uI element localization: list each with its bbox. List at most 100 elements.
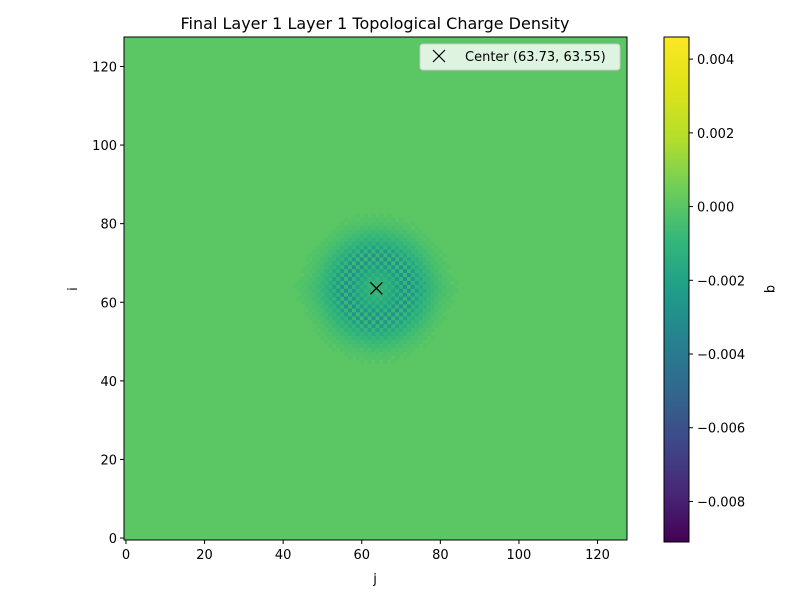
heatmap-cell xyxy=(328,319,333,325)
heatmap-cell xyxy=(403,308,408,313)
heatmap-cell xyxy=(414,260,420,266)
heatmap-cell xyxy=(379,257,384,262)
heatmap-cell xyxy=(375,292,380,297)
heatmap-cell xyxy=(403,312,408,317)
heatmap-cell xyxy=(351,268,357,274)
heatmap-cell xyxy=(347,355,353,360)
heatmap-cell xyxy=(379,304,384,309)
heatmap-cell xyxy=(395,347,400,352)
heatmap-cell xyxy=(359,221,365,226)
heatmap-cell xyxy=(414,288,420,293)
heatmap-cell xyxy=(344,335,349,340)
heatmap-cell xyxy=(387,272,392,278)
heatmap-cell xyxy=(367,327,372,333)
heatmap-cell xyxy=(328,288,333,293)
heatmap-cell xyxy=(442,272,447,278)
heatmap-cell xyxy=(391,221,396,226)
heatmap-cell xyxy=(351,296,357,301)
heatmap-cell xyxy=(399,327,404,333)
heatmap-cell xyxy=(391,257,396,262)
heatmap-cell xyxy=(359,233,365,238)
heatmap-cell xyxy=(367,347,372,352)
heatmap-cell xyxy=(347,253,353,258)
heatmap-cell xyxy=(403,280,408,285)
heatmap-cell xyxy=(363,339,368,344)
heatmap-cell xyxy=(355,225,361,230)
heatmap-cell xyxy=(359,351,365,356)
heatmap-cell xyxy=(367,351,372,356)
heatmap-cell xyxy=(395,268,400,274)
heatmap-cell xyxy=(442,308,447,313)
heatmap-cell xyxy=(383,288,388,293)
heatmap-cell xyxy=(344,343,349,348)
heatmap-cell xyxy=(336,343,341,348)
heatmap-cell xyxy=(351,272,357,278)
heatmap-cell xyxy=(367,319,372,325)
heatmap-cell xyxy=(296,288,302,293)
heatmap-cell xyxy=(403,233,408,238)
heatmap-cell xyxy=(328,268,333,274)
heatmap-cell xyxy=(324,257,329,262)
heatmap-cell xyxy=(426,241,431,246)
heatmap-cell xyxy=(391,331,396,336)
heatmap-cell xyxy=(312,253,317,258)
heatmap-cell xyxy=(320,284,325,289)
heatmap-cell xyxy=(347,268,353,274)
heatmap-cell xyxy=(438,300,443,305)
y-axis-label: i xyxy=(66,287,81,291)
heatmap-cell xyxy=(371,327,376,333)
heatmap-cell xyxy=(371,347,376,352)
heatmap-cell xyxy=(344,229,349,234)
heatmap-cell xyxy=(375,359,380,364)
heatmap-cell xyxy=(320,272,325,278)
heatmap-cell xyxy=(379,217,384,222)
heatmap-cell xyxy=(375,335,380,340)
heatmap-cell xyxy=(387,257,392,262)
heatmap-cell xyxy=(304,292,309,297)
heatmap-cell xyxy=(438,272,443,278)
heatmap-cell xyxy=(379,260,384,266)
heatmap-cell xyxy=(414,276,420,281)
heatmap-cell xyxy=(430,249,435,254)
heatmap-cell xyxy=(332,308,337,313)
heatmap-cell xyxy=(387,339,392,344)
heatmap-cell xyxy=(308,260,313,266)
heatmap-cell xyxy=(336,319,341,325)
heatmap-cell xyxy=(383,331,388,336)
heatmap-cell xyxy=(300,280,306,285)
heatmap-cell xyxy=(324,276,329,281)
heatmap-cell xyxy=(332,339,337,344)
heatmap-cell xyxy=(375,221,380,226)
heatmap-cell xyxy=(391,296,396,301)
heatmap-cell xyxy=(395,237,400,242)
heatmap-cell xyxy=(336,327,341,333)
heatmap-cell xyxy=(359,355,365,360)
heatmap-cell xyxy=(375,272,380,278)
heatmap-cell xyxy=(355,260,361,266)
heatmap-cell xyxy=(367,316,372,321)
heatmap-cell xyxy=(347,308,353,313)
heatmap-cell xyxy=(403,260,408,266)
heatmap-cell xyxy=(320,331,325,336)
heatmap-cell xyxy=(406,343,412,348)
heatmap-cell xyxy=(422,300,427,305)
heatmap-cell xyxy=(395,316,400,321)
heatmap-cell xyxy=(375,280,380,285)
heatmap-cell xyxy=(422,241,427,246)
heatmap-cell xyxy=(344,319,349,325)
heatmap-cell xyxy=(395,319,400,325)
heatmap-cell xyxy=(316,312,321,317)
heatmap-cell xyxy=(422,272,427,278)
heatmap-cell xyxy=(300,284,306,289)
heatmap-cell xyxy=(399,237,404,242)
heatmap-cell xyxy=(410,221,416,226)
heatmap-cell xyxy=(308,304,313,309)
heatmap-cell xyxy=(418,260,423,266)
heatmap-cell xyxy=(430,308,435,313)
heatmap-cell xyxy=(336,304,341,309)
heatmap-cell xyxy=(371,323,376,329)
heatmap-cell xyxy=(371,241,376,246)
heatmap-cell xyxy=(332,300,337,305)
heatmap-cell xyxy=(351,319,357,325)
y-tick-label: 120 xyxy=(92,60,117,75)
